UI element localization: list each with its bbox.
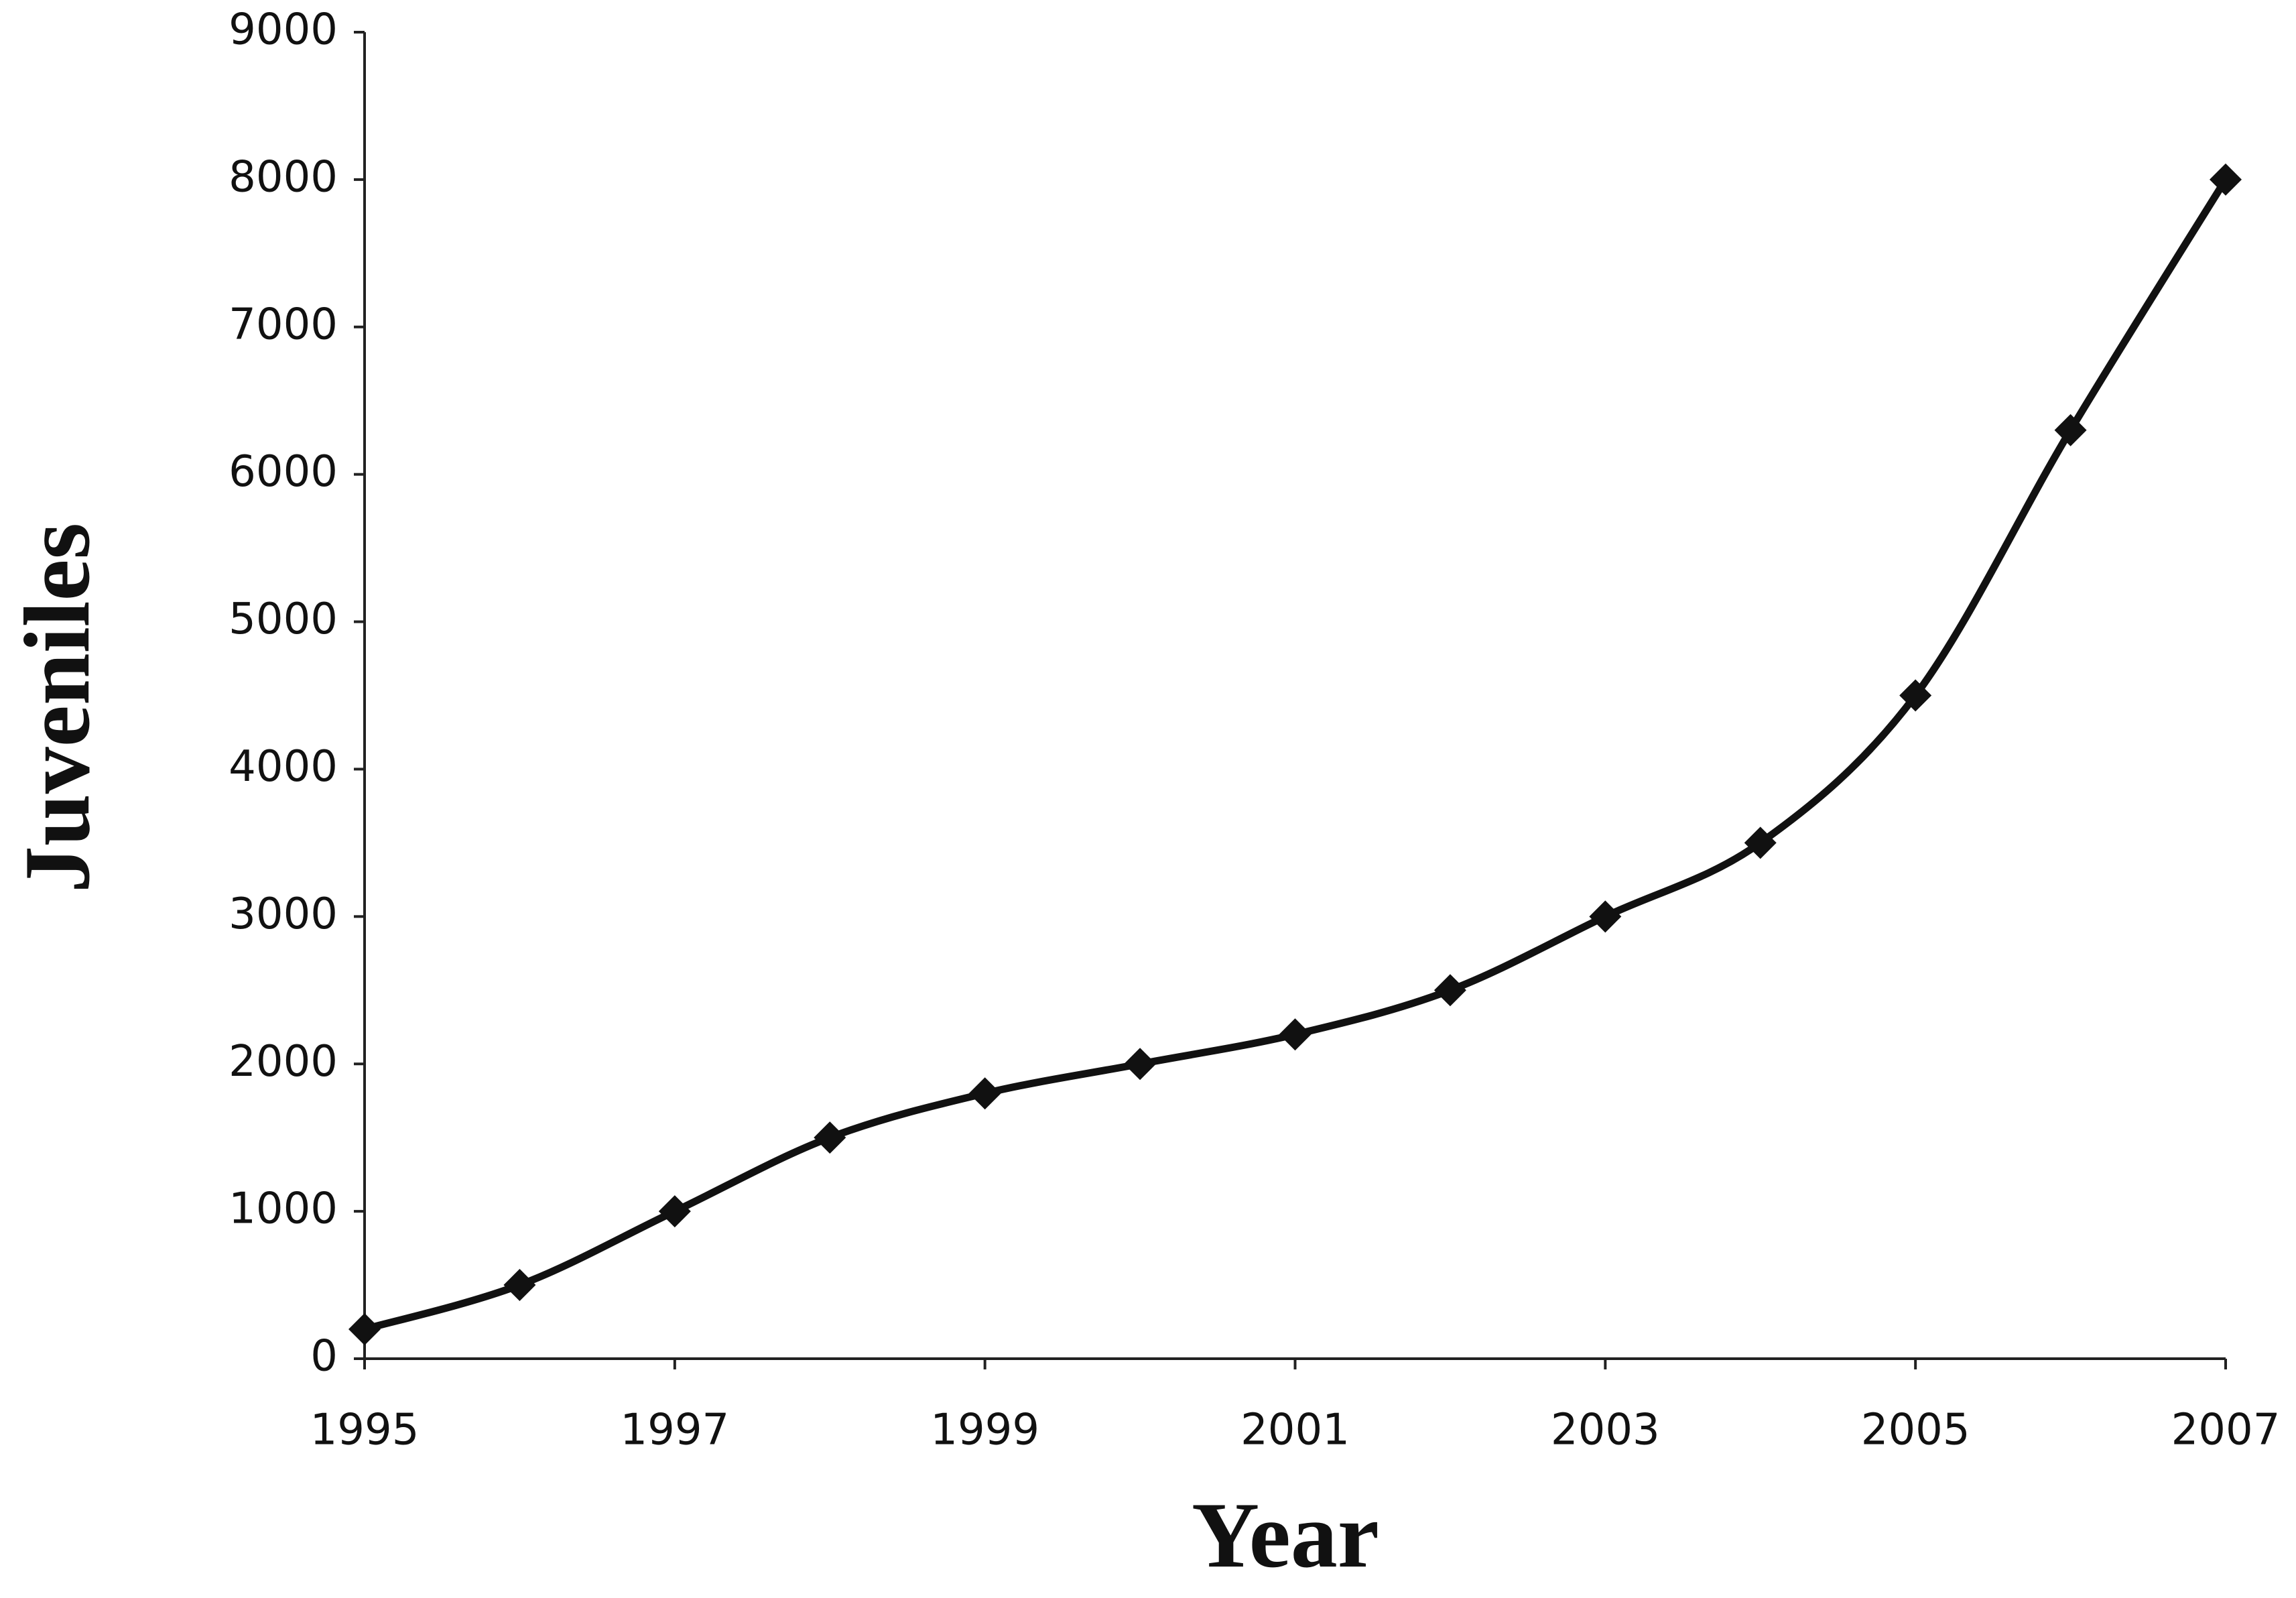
y-tick-label: 2000: [229, 1037, 338, 1087]
y-tick-label: 6000: [229, 447, 338, 497]
x-tick-label: 2007: [2171, 1406, 2281, 1455]
data-point: [814, 1121, 846, 1154]
data-point: [1589, 900, 1622, 933]
data-point: [658, 1195, 691, 1228]
x-axis-title: Year: [1192, 1483, 1379, 1587]
y-tick-label: 9000: [229, 5, 338, 55]
x-tick-label: 2001: [1240, 1406, 1350, 1455]
data-point: [1433, 974, 1466, 1007]
x-tick-label: 1997: [620, 1406, 729, 1455]
y-tick-label: 7000: [229, 300, 338, 349]
x-tick-label: 1999: [930, 1406, 1039, 1455]
data-point: [503, 1269, 536, 1302]
data-point: [348, 1313, 381, 1346]
data-point: [2210, 163, 2242, 196]
data-point: [1124, 1048, 1157, 1081]
data-point: [968, 1077, 1001, 1110]
y-axis-title: Juveniles: [5, 523, 109, 893]
data-point: [1899, 679, 1932, 712]
y-tick-label: 5000: [229, 595, 338, 644]
y-tick-label: 0: [310, 1332, 338, 1381]
x-tick-label: 2005: [1861, 1406, 1970, 1455]
x-tick-label: 1995: [310, 1406, 420, 1455]
y-tick-label: 1000: [229, 1184, 338, 1234]
data-point: [1279, 1018, 1312, 1051]
y-tick-label: 3000: [229, 889, 338, 939]
y-tick-label: 4000: [229, 742, 338, 792]
data-point: [2054, 414, 2087, 446]
x-tick-label: 2003: [1551, 1406, 1660, 1455]
y-tick-label: 8000: [229, 152, 338, 202]
data-point: [1744, 826, 1777, 859]
data-line: [363, 177, 2229, 1333]
